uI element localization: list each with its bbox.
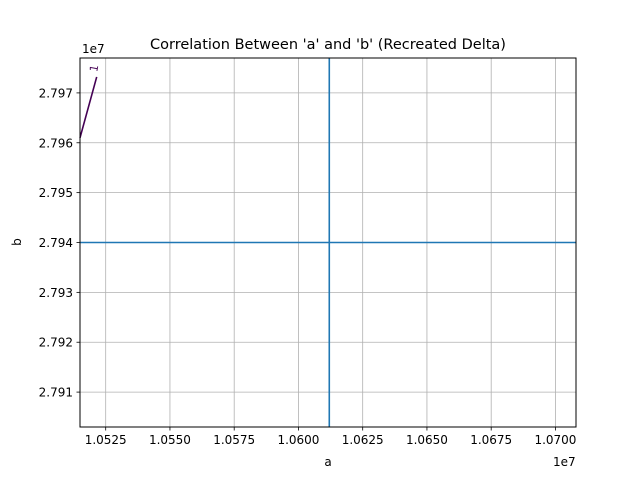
x-tick-label: 1.0575 <box>213 433 255 447</box>
y-tick-label: 2.796 <box>39 136 73 150</box>
contour-label: 1 <box>87 64 101 73</box>
x-axis-label: a <box>324 455 331 469</box>
x-tick-label: 1.0600 <box>277 433 319 447</box>
x-tick-label: 1.0700 <box>534 433 576 447</box>
y-tick-label: 2.794 <box>39 236 73 250</box>
contour-line <box>79 76 98 139</box>
y-tick-label: 2.797 <box>39 86 73 100</box>
y-axis-ticks: 2.791 2.792 2.793 2.794 2.795 2.796 2.797 <box>39 86 80 400</box>
x-axis-ticks: 1.0525 1.0550 1.0575 1.0600 1.0625 1.0650 1.06… <box>85 427 576 447</box>
grid <box>80 58 576 427</box>
y-tick-label: 2.793 <box>39 286 73 300</box>
y-offset-label: 1e7 <box>82 42 105 56</box>
x-tick-label: 1.0675 <box>470 433 512 447</box>
y-axis-label: b <box>10 238 24 246</box>
x-offset-label: 1e7 <box>553 455 576 469</box>
x-tick-label: 1.0525 <box>85 433 127 447</box>
x-tick-label: 1.0625 <box>342 433 384 447</box>
chart-title: Correlation Between 'a' and 'b' (Recreat… <box>150 37 506 53</box>
x-tick-label: 1.0650 <box>406 433 448 447</box>
series-layer: 1 <box>79 64 101 139</box>
reference-lines <box>80 58 576 427</box>
y-tick-label: 2.795 <box>39 186 73 200</box>
y-tick-label: 2.792 <box>39 336 73 350</box>
x-tick-label: 1.0550 <box>149 433 191 447</box>
y-tick-label: 2.791 <box>39 386 73 400</box>
